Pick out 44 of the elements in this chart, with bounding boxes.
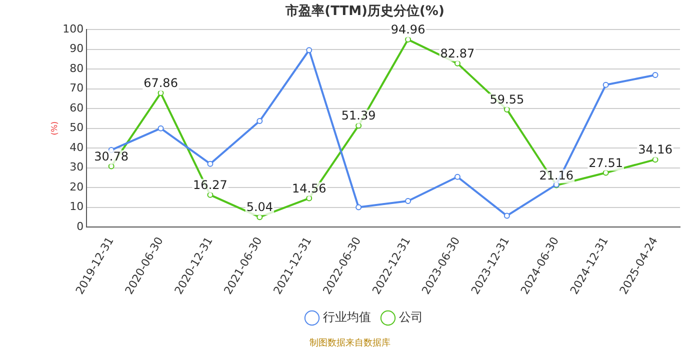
y-axis-title: (%) (50, 121, 59, 136)
y-tick-label: 20 (70, 180, 84, 194)
y-tick-label: 0 (76, 220, 84, 233)
y-tick-label: 70 (70, 82, 84, 95)
data-label: 5.04 (246, 200, 274, 214)
point (306, 47, 312, 54)
data-label: 21.16 (539, 168, 574, 182)
data-label: 51.39 (341, 108, 376, 123)
point (356, 204, 362, 210)
point (356, 122, 362, 129)
point (405, 198, 412, 204)
point (207, 160, 214, 167)
data-label: 82.87 (440, 46, 475, 61)
y-tick-label: 30 (70, 160, 84, 174)
point (602, 170, 609, 176)
legend-label: 行业均值 (323, 310, 371, 324)
point (256, 118, 263, 124)
data-label: 94.96 (390, 22, 426, 37)
point (158, 125, 164, 132)
y-tick-label: 10 (70, 200, 84, 214)
point (454, 174, 460, 180)
data-label: 27.51 (588, 156, 624, 170)
chart-title: 市盈率(TTM)历史分位(%) (284, 3, 444, 20)
point (504, 106, 510, 112)
point (504, 212, 510, 219)
point (256, 214, 263, 220)
y-tick-label: 60 (70, 101, 84, 114)
data-label: 30.78 (94, 149, 128, 164)
data-label: 59.55 (490, 92, 524, 107)
y-tick-label: 50 (70, 121, 84, 134)
y-tick-label: 100 (62, 22, 84, 36)
data-label: 14.56 (292, 181, 326, 196)
point (405, 36, 412, 43)
y-tick-label: 80 (70, 62, 84, 75)
point (602, 82, 609, 88)
legend-label: 公司 (399, 310, 423, 324)
point (454, 60, 460, 66)
text: 制图数据来自数据库 (310, 337, 390, 348)
y-tick-label: 90 (70, 42, 84, 56)
data-label: 16.27 (193, 178, 228, 192)
data-label: 34.16 (638, 142, 672, 157)
data-label: 67.86 (144, 76, 178, 90)
point (652, 72, 658, 78)
y-tick-label: 40 (70, 140, 84, 154)
